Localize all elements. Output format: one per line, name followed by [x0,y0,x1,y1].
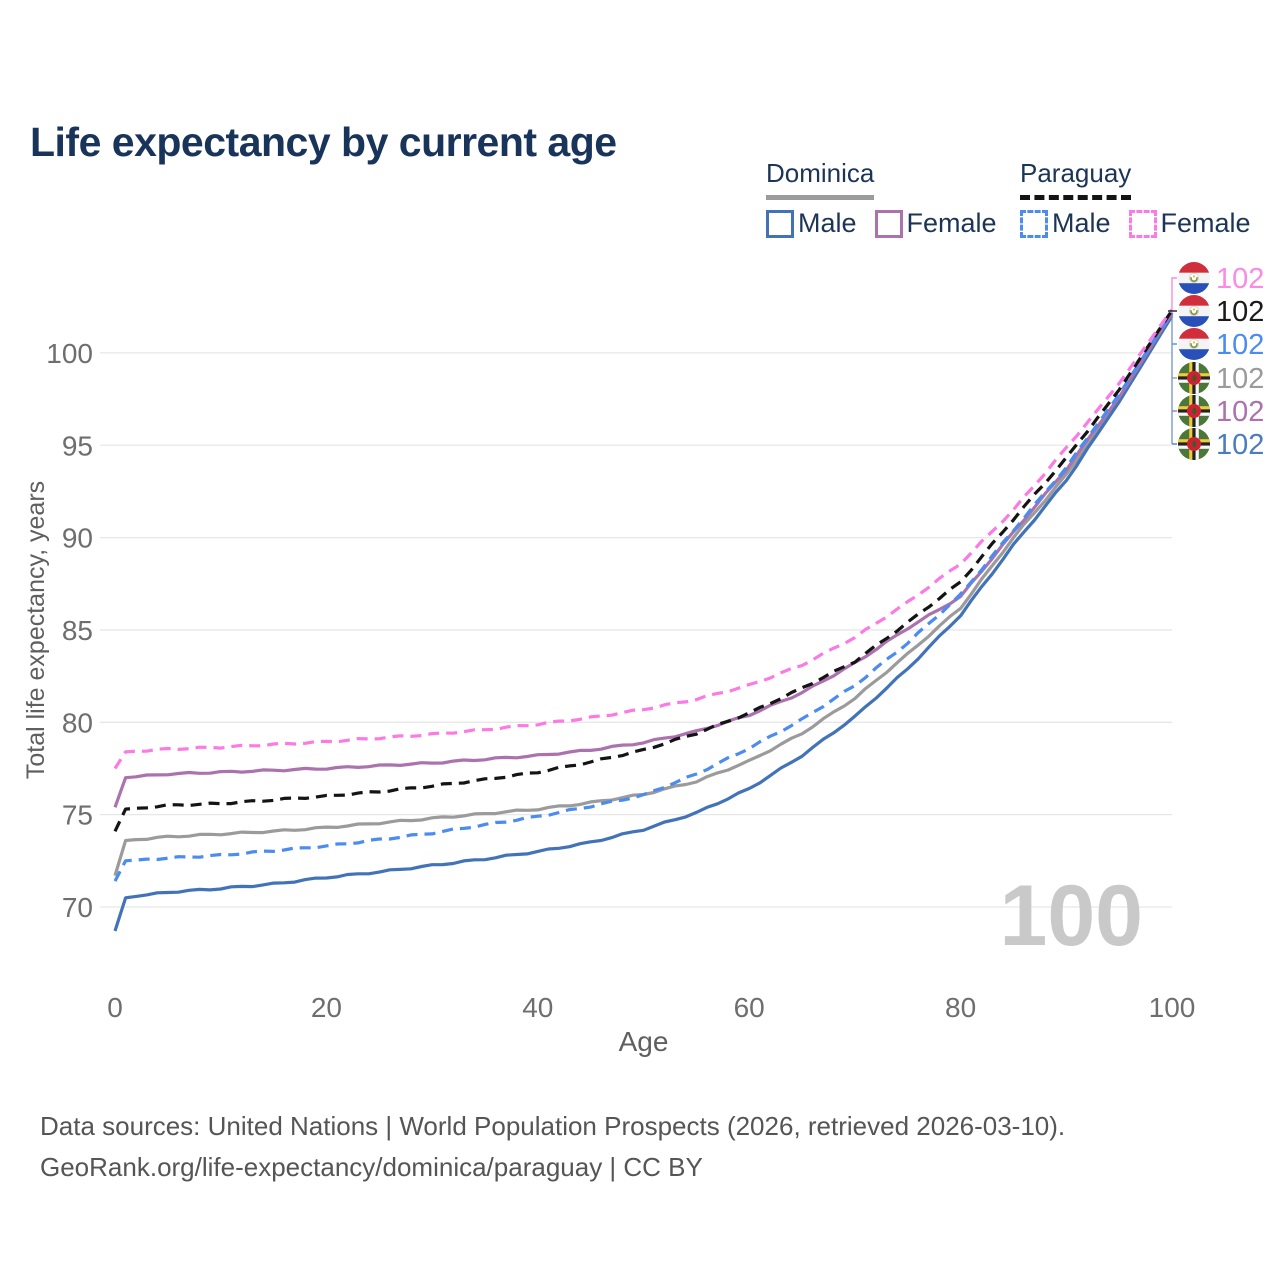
flag-icon-dominica [1178,395,1210,427]
line-chart: 70 75 80 85 90 95 100 0 20 40 60 80 100 Age Total life… [22,262,1264,1057]
page-title: Life expectancy by current age [30,119,617,166]
legend-group-dominica: Dominica Male Female [766,158,997,239]
series-line-dominica-female[interactable] [113,312,1174,808]
legend-label-paraguay-male[interactable]: Male [1052,208,1111,238]
flag-icon-dominica [1178,428,1210,460]
x-tick-60: 60 [734,992,765,1023]
end-label-dominica-male[interactable]: 102 [1178,428,1264,461]
end-label-paraguay-female[interactable]: 102 [1178,262,1264,295]
legend-swatch-paraguay-male[interactable] [1020,209,1048,238]
legend-label-dominica-female[interactable]: Female [906,208,997,238]
legend-label-dominica-male[interactable]: Male [798,208,857,238]
end-label-paraguay-both[interactable]: 102 [1178,295,1264,328]
flag-icon-paraguay [1178,328,1210,360]
end-label-value-dominica-male: 102 [1216,429,1264,461]
end-label-dominica-female[interactable]: 102 [1178,395,1264,428]
end-label-value-paraguay-male: 102 [1216,329,1264,361]
end-label-value-dominica-female: 102 [1216,396,1264,428]
y-axis-label: Total life expectancy, years [22,481,50,779]
x-tick-40: 40 [522,992,553,1023]
y-tick-75: 75 [62,800,93,831]
end-label-value-paraguay-both: 102 [1216,296,1264,328]
series-line-paraguay-male[interactable] [113,311,1174,882]
series-line-paraguay-female[interactable] [113,308,1174,770]
legend-swatch-dominica-female[interactable] [874,209,903,238]
y-tick-85: 85 [62,615,93,646]
end-label-value-dominica-both: 102 [1216,363,1264,395]
flag-icon-dominica [1178,362,1210,394]
x-axis-label: Age [619,1026,669,1057]
y-tick-90: 90 [62,523,93,554]
y-tick-70: 70 [62,892,93,923]
x-tick-100: 100 [1149,992,1196,1023]
x-tick-80: 80 [945,992,976,1023]
end-label-paraguay-male[interactable]: 102 [1178,328,1264,361]
x-tick-0: 0 [107,992,123,1023]
series-line-dominica-male[interactable] [113,315,1174,932]
footer: Data sources: United Nations | World Pop… [40,1106,1065,1188]
legend-swatch-dominica-male[interactable] [766,209,794,238]
legend-country-paraguay[interactable]: Paraguay [1020,158,1132,200]
legend-swatch-paraguay-female[interactable] [1128,209,1157,238]
connector-paraguay-female [1171,277,1177,310]
end-label-dominica-both[interactable]: 102 [1178,362,1264,395]
series-line-dominica-both[interactable] [113,313,1174,877]
y-tick-100: 100 [46,338,93,369]
legend-country-dominica[interactable]: Dominica [766,158,875,200]
flag-icon-paraguay [1178,262,1210,294]
footer-attribution: GeoRank.org/life-expectancy/dominica/par… [40,1152,703,1182]
end-label-value-paraguay-female: 102 [1216,263,1264,295]
y-tick-95: 95 [62,430,93,461]
age-watermark: 100 [1000,868,1144,964]
footer-data-sources: Data sources: United Nations | World Pop… [40,1111,1066,1141]
legend-label-paraguay-female[interactable]: Female [1160,208,1251,238]
legend-group-paraguay: Paraguay Male Female [1020,158,1251,239]
series-line-paraguay-both[interactable] [113,309,1174,832]
y-tick-80: 80 [62,707,93,738]
x-tick-20: 20 [311,992,342,1023]
flag-icon-paraguay [1178,295,1210,327]
